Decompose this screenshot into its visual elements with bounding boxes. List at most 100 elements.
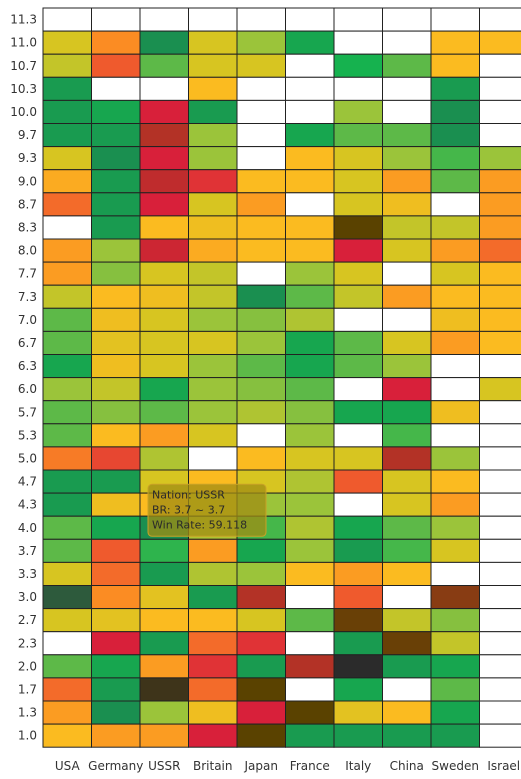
heatmap-cell[interactable] <box>479 631 521 656</box>
heatmap-cell[interactable] <box>42 515 92 540</box>
heatmap-cell[interactable] <box>139 677 189 702</box>
heatmap-cell[interactable] <box>42 53 92 78</box>
heatmap-cell[interactable] <box>139 215 189 240</box>
heatmap-cell[interactable] <box>91 192 141 217</box>
heatmap-cell[interactable] <box>91 654 141 679</box>
heatmap-cell[interactable] <box>42 7 92 32</box>
heatmap-cell[interactable] <box>91 469 141 494</box>
heatmap-cell[interactable] <box>479 284 521 309</box>
heatmap-cell[interactable] <box>91 354 141 379</box>
heatmap-cell[interactable] <box>285 654 335 679</box>
heatmap-cell[interactable] <box>382 515 432 540</box>
heatmap-cell[interactable] <box>188 99 238 125</box>
heatmap-cell[interactable] <box>479 146 521 171</box>
heatmap-cell[interactable] <box>285 261 335 286</box>
heatmap-cell[interactable] <box>479 400 521 425</box>
heatmap-cell[interactable] <box>139 423 189 448</box>
heatmap-cell[interactable] <box>382 123 432 148</box>
heatmap-cell[interactable] <box>42 377 92 402</box>
heatmap-cell[interactable] <box>382 700 432 725</box>
heatmap-cell[interactable] <box>333 677 383 702</box>
heatmap-cell[interactable] <box>285 492 335 517</box>
heatmap-cell[interactable] <box>333 169 383 194</box>
heatmap-cell[interactable] <box>333 123 383 148</box>
heatmap-cell[interactable] <box>139 608 189 633</box>
heatmap-cell[interactable] <box>139 238 189 263</box>
heatmap-cell[interactable] <box>91 723 141 748</box>
heatmap-cell[interactable] <box>42 169 92 194</box>
heatmap-cell[interactable] <box>479 446 521 471</box>
heatmap-cell[interactable] <box>382 585 432 610</box>
heatmap-cell[interactable] <box>42 631 92 656</box>
heatmap-cell[interactable] <box>382 192 432 217</box>
heatmap-cell[interactable] <box>333 538 383 563</box>
heatmap-cell[interactable] <box>382 654 432 679</box>
heatmap-cell[interactable] <box>188 238 238 263</box>
heatmap-cell[interactable] <box>430 99 480 125</box>
heatmap-cell[interactable] <box>188 169 238 194</box>
heatmap-cell[interactable] <box>91 631 141 656</box>
heatmap-cell[interactable] <box>139 654 189 679</box>
heatmap-cell[interactable] <box>188 30 238 55</box>
heatmap-cell[interactable] <box>91 700 141 725</box>
heatmap-cell[interactable] <box>382 492 432 517</box>
heatmap-cell[interactable] <box>285 284 335 309</box>
heatmap-cell[interactable] <box>430 261 480 286</box>
heatmap-cell[interactable] <box>42 446 92 471</box>
heatmap-cell[interactable] <box>188 123 238 148</box>
heatmap-cell[interactable] <box>42 400 92 425</box>
heatmap-cell[interactable] <box>285 585 335 610</box>
heatmap-cell[interactable] <box>430 561 480 587</box>
heatmap-cell[interactable] <box>188 608 238 633</box>
heatmap-cell[interactable] <box>430 538 480 563</box>
heatmap-cell[interactable] <box>236 723 286 748</box>
heatmap-cell[interactable] <box>479 608 521 633</box>
heatmap-cell[interactable] <box>285 446 335 471</box>
heatmap-cell[interactable] <box>382 446 432 471</box>
heatmap-cell[interactable] <box>188 723 238 748</box>
heatmap-cell[interactable] <box>430 654 480 679</box>
heatmap-cell[interactable] <box>139 561 189 587</box>
heatmap-cell[interactable] <box>285 608 335 633</box>
heatmap-cell[interactable] <box>188 146 238 171</box>
heatmap-cell[interactable] <box>188 215 238 240</box>
heatmap-cell[interactable] <box>91 99 141 125</box>
heatmap-cell[interactable] <box>382 53 432 78</box>
heatmap-cell[interactable] <box>382 76 432 101</box>
heatmap-cell[interactable] <box>430 307 480 332</box>
heatmap-cell[interactable] <box>91 76 141 101</box>
heatmap-cell[interactable] <box>139 446 189 471</box>
heatmap-cell[interactable] <box>236 53 286 78</box>
heatmap-cell[interactable] <box>188 7 238 32</box>
heatmap-cell[interactable] <box>333 53 383 78</box>
heatmap-cell[interactable] <box>42 192 92 217</box>
heatmap-cell[interactable] <box>91 123 141 148</box>
heatmap-cell[interactable] <box>236 561 286 587</box>
heatmap-cell[interactable] <box>285 169 335 194</box>
heatmap-cell[interactable] <box>430 192 480 217</box>
heatmap-cell[interactable] <box>479 538 521 563</box>
heatmap-cell[interactable] <box>382 146 432 171</box>
heatmap-cell[interactable] <box>333 400 383 425</box>
heatmap-cell[interactable] <box>382 215 432 240</box>
heatmap-cell[interactable] <box>236 654 286 679</box>
heatmap-cell[interactable] <box>479 492 521 517</box>
heatmap-cell[interactable] <box>236 330 286 355</box>
heatmap-cell[interactable] <box>382 169 432 194</box>
heatmap-cell[interactable] <box>42 123 92 148</box>
heatmap-cell[interactable] <box>42 284 92 309</box>
heatmap-cell[interactable] <box>188 561 238 587</box>
heatmap-cell[interactable] <box>382 377 432 402</box>
heatmap-cell[interactable] <box>382 330 432 355</box>
heatmap-cell[interactable] <box>430 30 480 55</box>
heatmap-cell[interactable] <box>91 446 141 471</box>
heatmap-cell[interactable] <box>285 631 335 656</box>
heatmap-cell[interactable] <box>382 538 432 563</box>
heatmap-cell[interactable] <box>91 146 141 171</box>
heatmap-cell[interactable] <box>188 400 238 425</box>
heatmap-cell[interactable] <box>139 723 189 748</box>
heatmap-cell[interactable] <box>479 515 521 540</box>
heatmap-cell[interactable] <box>285 561 335 587</box>
heatmap-cell[interactable] <box>236 192 286 217</box>
heatmap-cell[interactable] <box>430 631 480 656</box>
